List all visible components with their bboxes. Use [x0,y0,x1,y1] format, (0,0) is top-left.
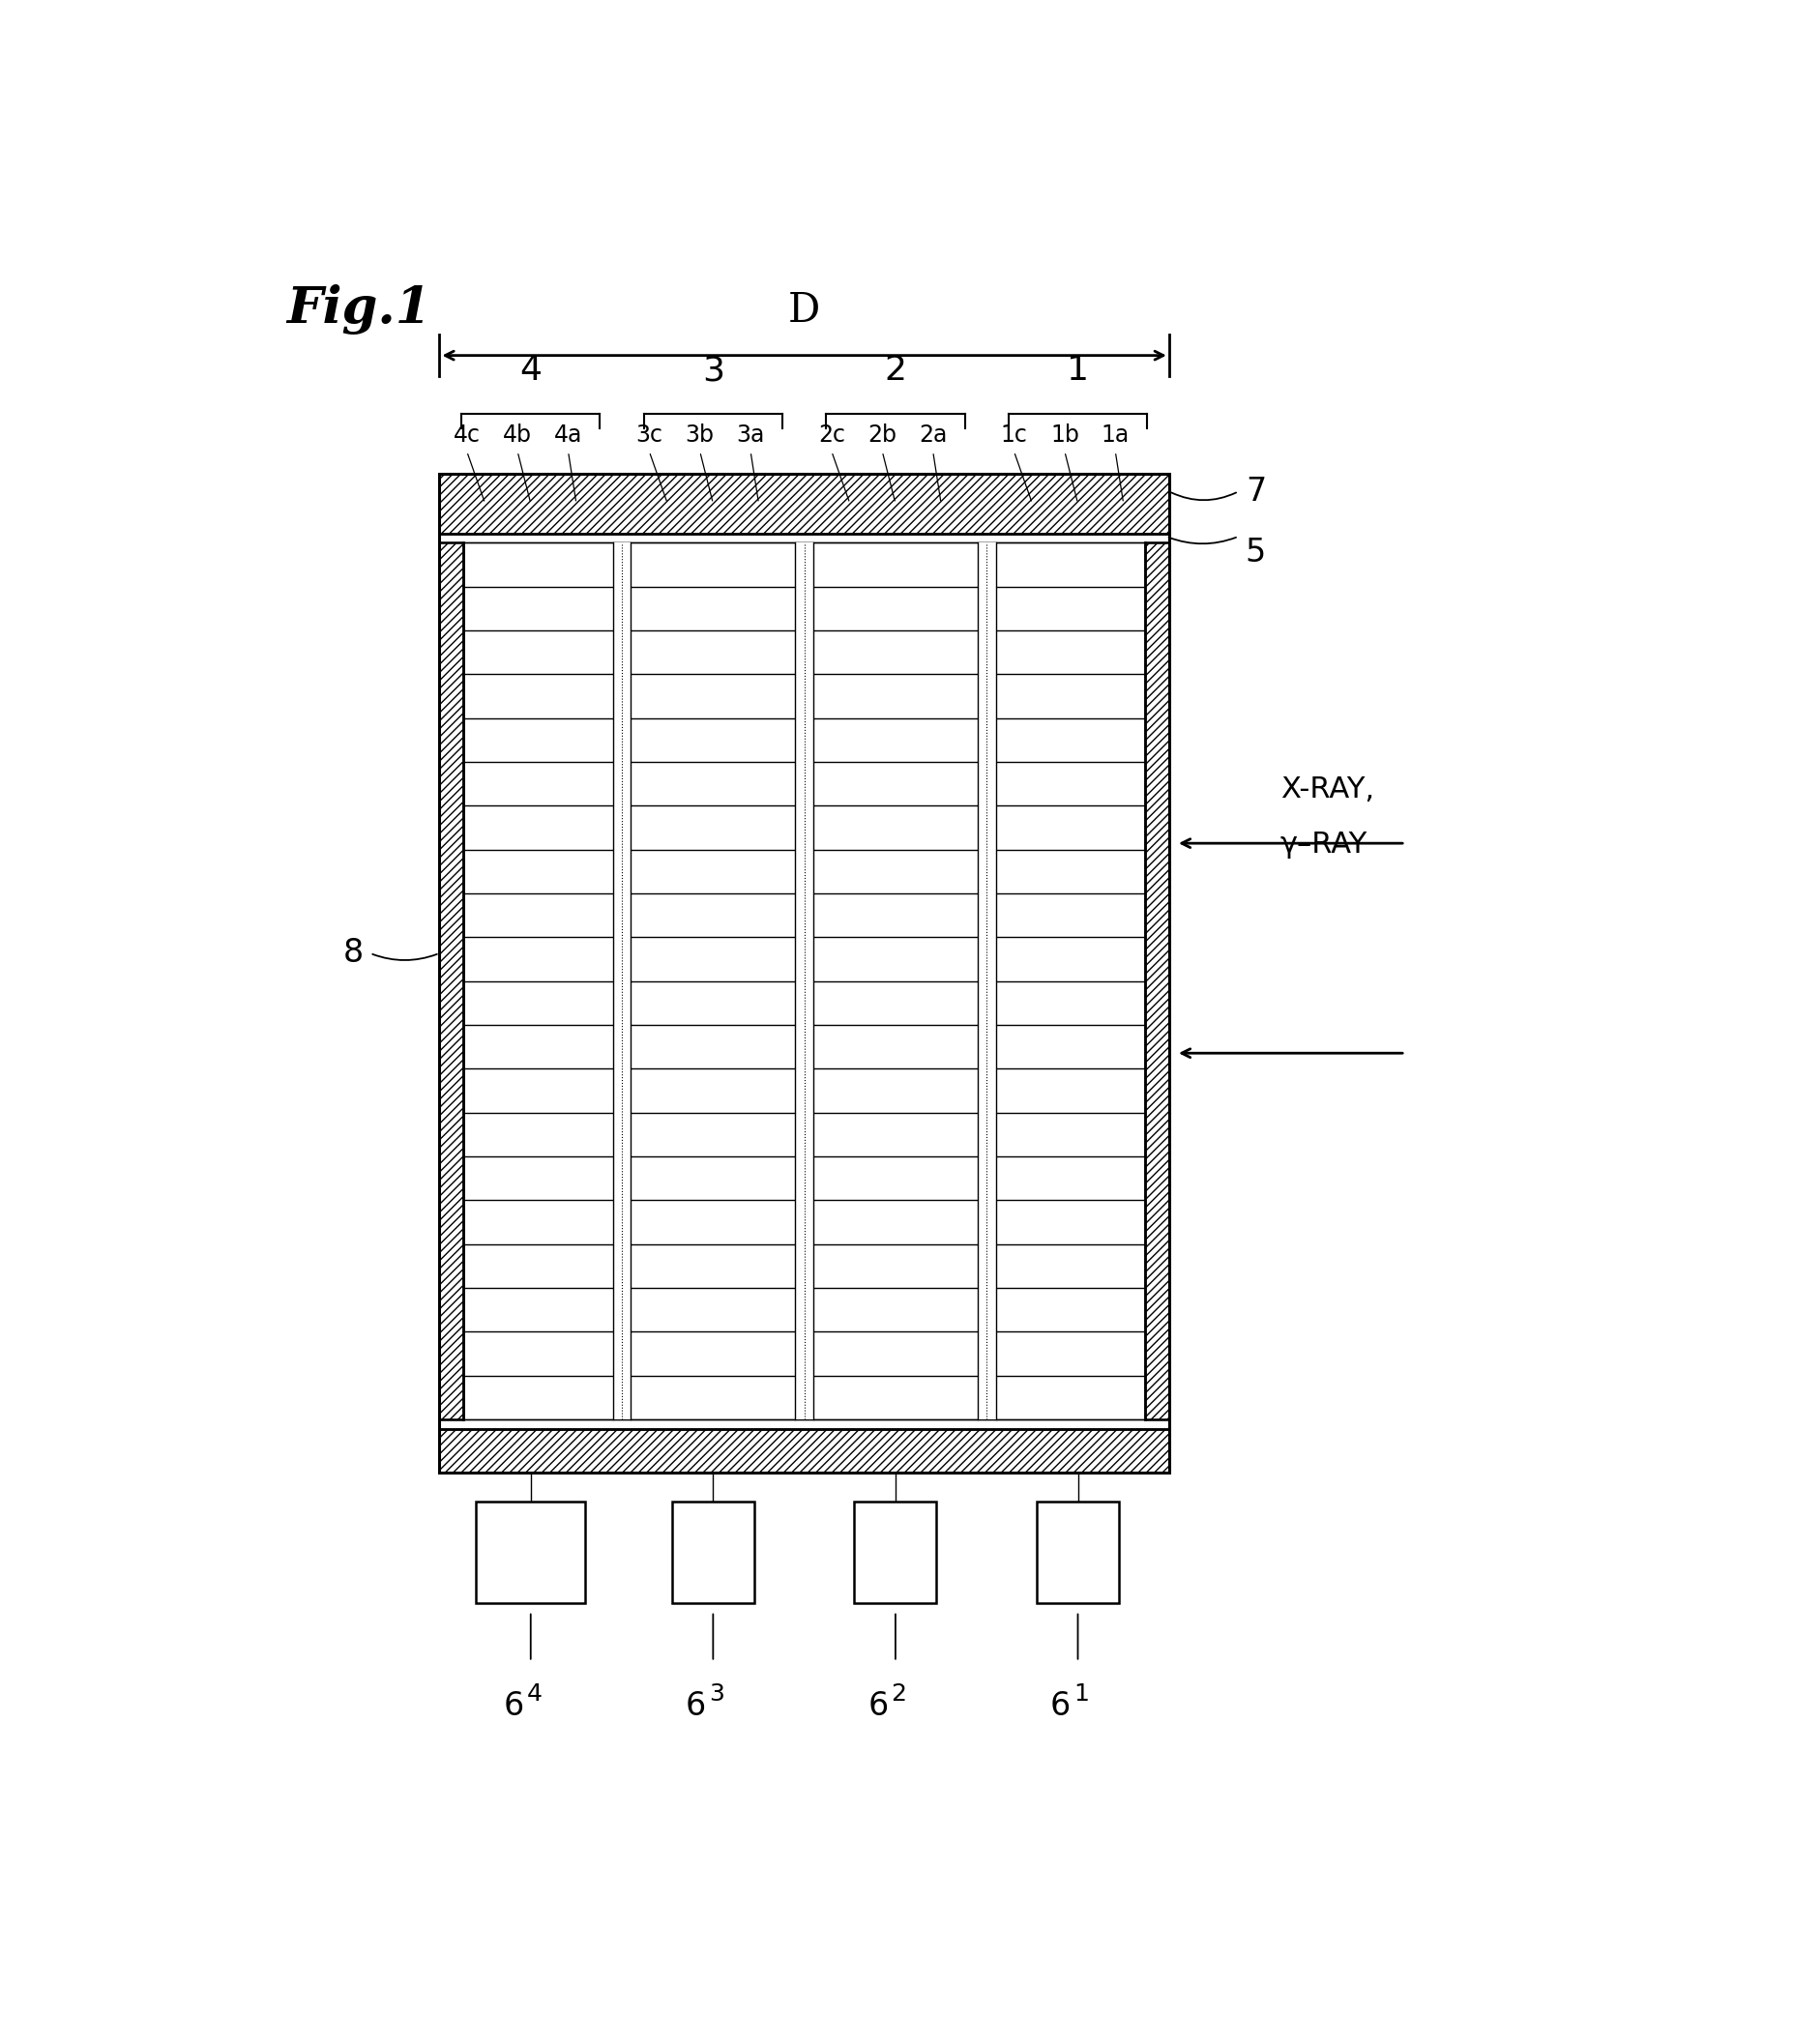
Text: 2b: 2b [868,423,896,448]
Bar [672,1500,755,1605]
Text: Fig.1: Fig.1 [287,284,432,335]
Text: 2: 2 [884,354,907,386]
Bar [439,474,1169,1474]
Text: 4a: 4a [554,423,583,448]
Bar [796,544,814,1419]
Text: 1c: 1c [1000,423,1027,448]
Bar [613,544,631,1419]
Bar [1146,544,1169,1419]
Text: 4: 4 [527,1682,541,1705]
Bar [977,544,995,1419]
Bar [439,544,463,1419]
Text: 3c: 3c [637,423,663,448]
Text: 5: 5 [1246,536,1266,568]
Text: 7: 7 [1246,476,1266,507]
Text: 3b: 3b [685,423,714,448]
Bar [439,474,1169,533]
Text: 6: 6 [868,1690,889,1721]
Text: 2: 2 [891,1682,907,1705]
Bar [1036,1500,1119,1605]
Text: 3: 3 [703,354,724,386]
Text: 6: 6 [1051,1690,1070,1721]
Text: 4b: 4b [504,423,533,448]
Text: D: D [789,290,821,331]
Text: 3a: 3a [737,423,766,448]
Text: 1: 1 [1074,1682,1088,1705]
Text: 4: 4 [520,354,541,386]
Text: 2a: 2a [918,423,947,448]
Bar [475,1500,585,1605]
Bar [463,544,1146,1419]
Text: 1b: 1b [1051,423,1079,448]
Text: X-RAY,: X-RAY, [1280,777,1373,803]
Bar [855,1500,936,1605]
Text: 8: 8 [342,938,362,969]
Text: 1a: 1a [1101,423,1130,448]
Text: 2c: 2c [818,423,845,448]
Text: 6: 6 [685,1690,706,1721]
Text: 4c: 4c [454,423,481,448]
Bar [439,1429,1169,1474]
Text: 1: 1 [1067,354,1088,386]
Text: 6: 6 [504,1690,524,1721]
Text: γ–RAY: γ–RAY [1280,832,1368,858]
Text: 3: 3 [708,1682,724,1705]
